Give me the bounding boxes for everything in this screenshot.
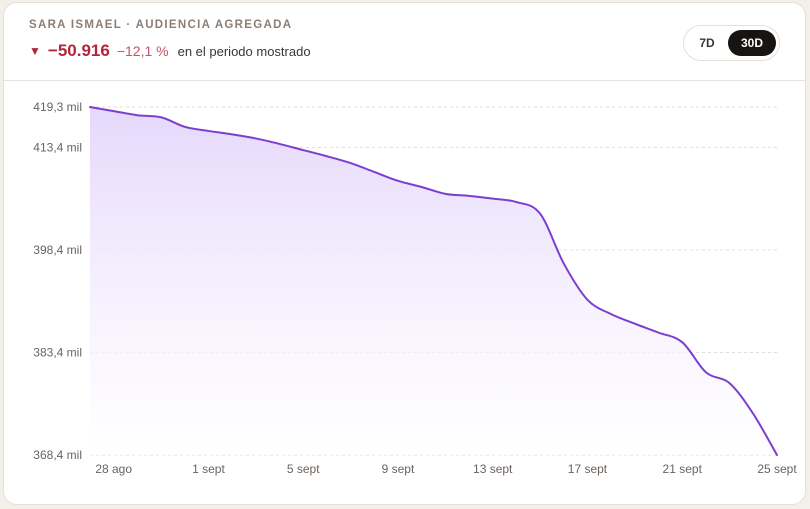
range-30d-button[interactable]: 30D — [728, 30, 776, 56]
x-tick-label: 28 ago — [95, 462, 132, 476]
card-header: SARA ISMAEL · AUDIENCIA AGREGADA ▼ −50.9… — [4, 3, 805, 81]
x-tick-label: 17 sept — [568, 462, 608, 476]
range-7d-button[interactable]: 7D — [699, 36, 715, 50]
x-tick-label: 9 sept — [382, 462, 415, 476]
series-line — [89, 106, 778, 456]
series-area-fill — [90, 107, 777, 455]
audience-area-chart: 368,4 mil 383,4 mil 398,4 mil 413,4 mil 419,… — [33, 100, 797, 476]
y-tick-label: 419,3 mil — [33, 100, 82, 114]
x-tick-label: 21 sept — [663, 462, 703, 476]
period-caption: en el periodo mostrado — [177, 44, 311, 59]
range-toggle: 7D 30D — [683, 25, 780, 61]
delta-percent: −12,1 % — [116, 43, 169, 59]
audience-card: SARA ISMAEL · AUDIENCIA AGREGADA ▼ −50.9… — [3, 2, 806, 505]
delta-value: −50.916 — [47, 41, 110, 60]
x-tick-label: 25 sept — [757, 462, 797, 476]
down-arrow-icon: ▼ — [29, 44, 41, 58]
x-tick-label: 5 sept — [287, 462, 320, 476]
delta-summary: ▼ −50.916 −12,1 % en el periodo mostrado — [29, 41, 311, 61]
y-tick-label: 368,4 mil — [33, 448, 82, 462]
y-tick-label: 413,4 mil — [33, 140, 82, 154]
y-tick-label: 398,4 mil — [33, 243, 82, 257]
x-tick-label: 1 sept — [192, 462, 225, 476]
card-title: SARA ISMAEL · AUDIENCIA AGREGADA — [29, 19, 293, 31]
x-tick-label: 13 sept — [473, 462, 513, 476]
y-tick-label: 383,4 mil — [33, 345, 82, 359]
